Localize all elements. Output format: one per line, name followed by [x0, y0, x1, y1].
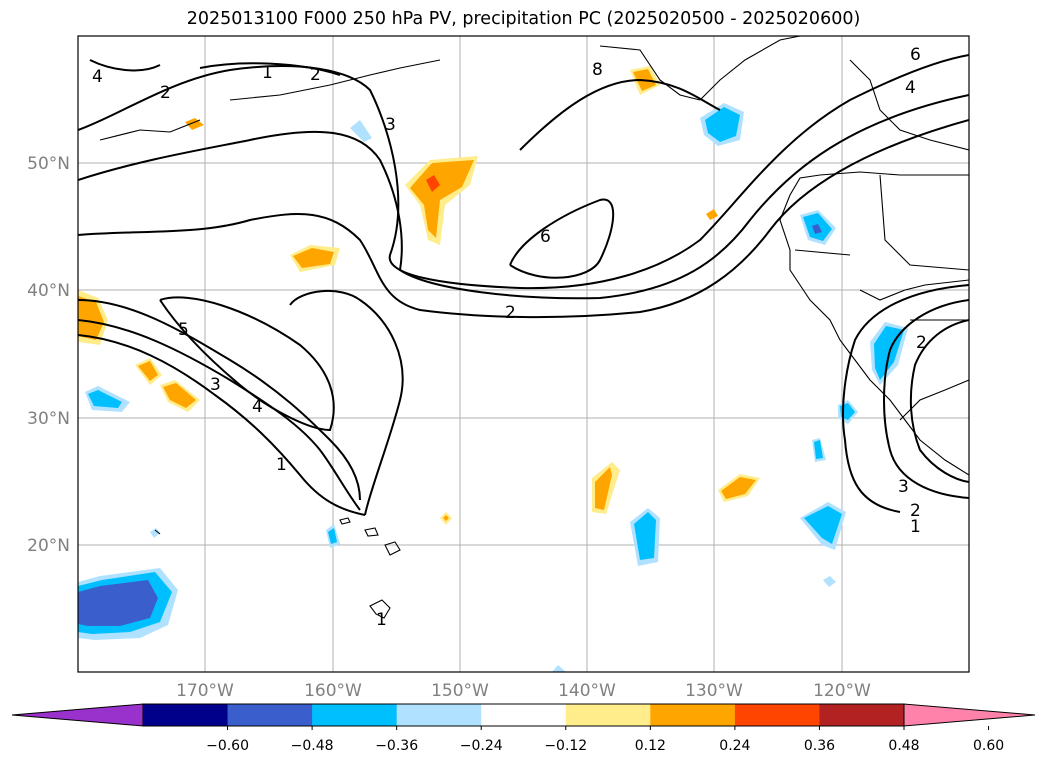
colorbar-swatch [312, 704, 398, 726]
contour-label: 4 [252, 397, 263, 417]
contour-label: 2 [910, 501, 921, 521]
colorbar-swatch [734, 704, 820, 726]
contour-label: 4 [92, 67, 103, 87]
colorbar-tick-label: −0.12 [544, 738, 587, 754]
contour-label: 2 [160, 83, 171, 103]
colorbar-swatch [227, 704, 313, 726]
colorbar: −0.60 −0.48 −0.36 −0.24 −0.12 0.12 0.24 0.36 0.4… [11, 703, 1036, 754]
contour-label: 1 [276, 455, 287, 475]
contour-label: 2 [505, 303, 516, 323]
colorbar-tick-label: −0.24 [460, 738, 503, 754]
lon-label-120w: 120°W [813, 681, 871, 701]
colorbar-tick-label: −0.36 [375, 738, 418, 754]
colorbar-tick-label: 0.36 [804, 738, 835, 754]
map-area: 4 2 1 2 3 8 6 4 6 2 5 3 4 1 2 3 2 1 1 [78, 36, 969, 672]
contour-label: 6 [910, 45, 921, 65]
colorbar-tick-label: 0.48 [888, 738, 919, 754]
coastlines [99, 36, 969, 476]
colorbar-swatch [650, 704, 736, 726]
longitude-labels: 170°W 160°W 150°W 140°W 130°W 120°W [176, 681, 871, 701]
colorbar-extend-low [11, 703, 144, 727]
lon-label-170w: 170°W [176, 681, 234, 701]
colorbar-tick-label: −0.60 [206, 738, 249, 754]
colorbar-swatch [819, 704, 905, 726]
lat-label-20n: 20°N [27, 536, 70, 556]
contour-label: 4 [905, 78, 916, 98]
colorbar-swatch [565, 704, 651, 726]
colorbar-swatch [481, 704, 567, 726]
lon-label-160w: 160°W [304, 681, 362, 701]
contour-label: 3 [898, 477, 909, 497]
lat-label-50n: 50°N [27, 154, 70, 174]
precip-positive-shading [78, 66, 760, 525]
contour-label: 5 [178, 320, 189, 340]
contour-labels: 4 2 1 2 3 8 6 4 6 2 5 3 4 1 2 3 2 1 1 [92, 45, 927, 630]
colorbar-extend-high [903, 703, 1036, 727]
pv-contours [78, 54, 969, 516]
contour-label: 1 [376, 610, 387, 630]
colorbar-tick-label: 0.24 [719, 738, 750, 754]
colorbar-tick-label: 0.60 [973, 738, 1004, 754]
lon-label-140w: 140°W [558, 681, 616, 701]
contour-label: 6 [540, 227, 551, 247]
contour-label: 8 [592, 60, 603, 80]
contour-label: 1 [910, 517, 921, 537]
contour-label: 1 [262, 63, 273, 83]
contour-label: 2 [916, 333, 927, 353]
colorbar-tick-label: 0.12 [635, 738, 666, 754]
lon-label-130w: 130°W [685, 681, 743, 701]
map-frame [77, 35, 970, 673]
colorbar-tick-label: −0.48 [291, 738, 334, 754]
map-title: 2025013100 F000 250 hPa PV, precipitatio… [186, 9, 861, 29]
lat-label-30n: 30°N [27, 409, 70, 429]
islands [154, 517, 401, 619]
colorbar-swatch [143, 704, 229, 726]
lon-label-150w: 150°W [431, 681, 489, 701]
lat-label-40n: 40°N [27, 281, 70, 301]
graticule [78, 36, 969, 672]
contour-label: 3 [385, 115, 396, 135]
colorbar-swatch [396, 704, 482, 726]
precip-negative-shading [78, 103, 908, 672]
latitude-labels: 50°N 40°N 30°N 20°N [27, 154, 70, 556]
colorbar-frame [142, 703, 905, 727]
contour-label: 3 [210, 375, 221, 395]
contour-label: 2 [310, 65, 321, 85]
